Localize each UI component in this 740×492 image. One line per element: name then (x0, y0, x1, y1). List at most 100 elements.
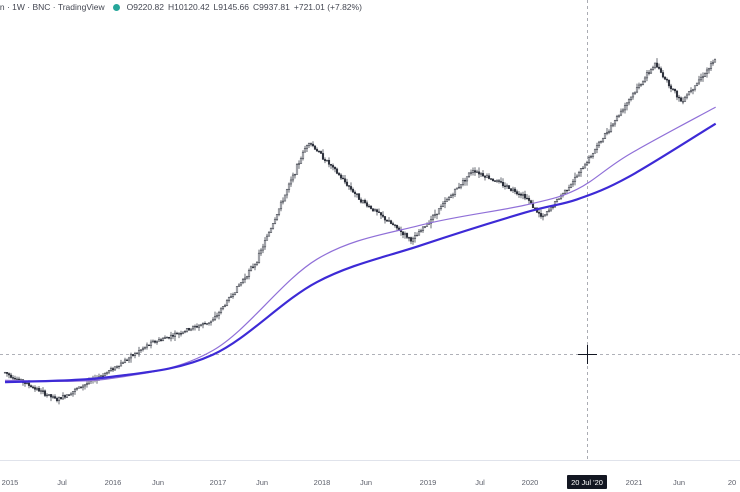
candle-body (303, 148, 307, 153)
candle-body (683, 96, 687, 102)
candle-body (55, 397, 59, 402)
candle-body (583, 164, 587, 169)
candle-body (681, 101, 685, 103)
candle-body (351, 189, 355, 193)
candle-body (473, 170, 477, 173)
candle-body (229, 296, 233, 298)
candle-body (379, 212, 383, 216)
candle-body (33, 387, 37, 390)
candle-body (569, 183, 573, 188)
candle-body (123, 359, 127, 364)
candle-body (355, 193, 359, 195)
candle-body (477, 171, 481, 175)
candle-body (589, 156, 593, 158)
candle-body (343, 178, 347, 183)
candle-body (637, 84, 641, 88)
candle-body (453, 188, 457, 195)
time-axis-tick-label: Jun (256, 478, 268, 487)
candle-body (159, 339, 163, 341)
candle-body (289, 179, 293, 185)
candle-body (317, 150, 321, 153)
candle-body (333, 166, 337, 170)
candle-body (567, 187, 571, 191)
crosshair-lines (0, 0, 740, 460)
candle-body (599, 140, 603, 143)
candle-body (297, 163, 301, 165)
candle-body (391, 223, 395, 226)
chart-legend-header: in · 1W · BNC · TradingView O9220.82 H10… (0, 0, 366, 14)
candle-body (331, 165, 335, 168)
candle-body (529, 200, 533, 204)
candle-body (563, 189, 567, 194)
candle-body (161, 338, 165, 341)
candle-body (555, 199, 559, 202)
candle-body (543, 214, 547, 217)
candle-body (43, 390, 47, 396)
candle-body (643, 77, 647, 83)
candle-body (533, 207, 537, 209)
candle-body (437, 208, 441, 215)
candle-body (523, 193, 527, 199)
candle-body (657, 66, 661, 69)
candle-body (73, 388, 77, 392)
candle-body (671, 88, 675, 90)
candle-body (679, 97, 683, 102)
candle-body (697, 79, 701, 84)
candle-body (71, 391, 75, 395)
candle-body (315, 149, 319, 152)
candle-body (389, 220, 393, 224)
candle-body (171, 334, 175, 337)
candle-body (411, 238, 415, 242)
candle-body (471, 170, 475, 173)
candle-body (249, 266, 253, 271)
candle-body (313, 145, 317, 150)
candle-body (305, 145, 309, 149)
candlestick-series (3, 58, 717, 405)
candle-body (607, 131, 611, 133)
time-axis-tick-label: 2021 (626, 478, 643, 487)
candle-body (615, 115, 619, 121)
candle-body (461, 180, 465, 185)
time-axis[interactable]: 2015 Jul 2016 Jun 2017 Jun 2018 Jun 2019 Jul 2020 2… (2, 478, 737, 487)
symbol-label[interactable]: in · 1W · BNC · TradingView (0, 2, 105, 12)
candle-body (623, 105, 627, 111)
candle-body (311, 143, 315, 147)
candle-body (403, 233, 407, 236)
candle-body (205, 323, 209, 325)
candle-body (307, 143, 311, 146)
candle-body (291, 174, 295, 181)
candle-body (487, 175, 491, 179)
candle-body (293, 174, 297, 176)
time-axis-tick-label: Jun (360, 478, 372, 487)
time-axis-tick-label: 20 (728, 478, 736, 487)
candle-body (387, 220, 391, 222)
candle-body (707, 68, 711, 71)
close-value: C9937.81 (253, 2, 290, 12)
candle-body (295, 164, 299, 175)
low-value: L9145.66 (213, 2, 249, 12)
candle-body (551, 206, 555, 208)
candle-body (235, 286, 239, 293)
candle-body (133, 353, 137, 356)
candle-body (175, 332, 179, 335)
candle-body (547, 209, 551, 212)
crosshair-date-label: 20 Jul '20 (571, 478, 603, 487)
candle-body (141, 347, 145, 351)
candle-body (593, 149, 597, 154)
candle-body (241, 279, 245, 283)
time-axis-tick-label: 2016 (105, 478, 122, 487)
candle-body (393, 224, 397, 226)
candle-body (265, 235, 269, 241)
candle-body (669, 85, 673, 90)
candle-body (481, 173, 485, 177)
candle-body (711, 61, 715, 64)
candle-body (347, 185, 351, 187)
candle-body (81, 385, 85, 388)
candle-body (513, 188, 517, 192)
time-axis-tick-label: Jul (57, 478, 67, 487)
candle-body (665, 79, 669, 81)
candle-body (119, 362, 123, 367)
candle-body (217, 312, 221, 316)
market-status-icon (112, 3, 120, 11)
